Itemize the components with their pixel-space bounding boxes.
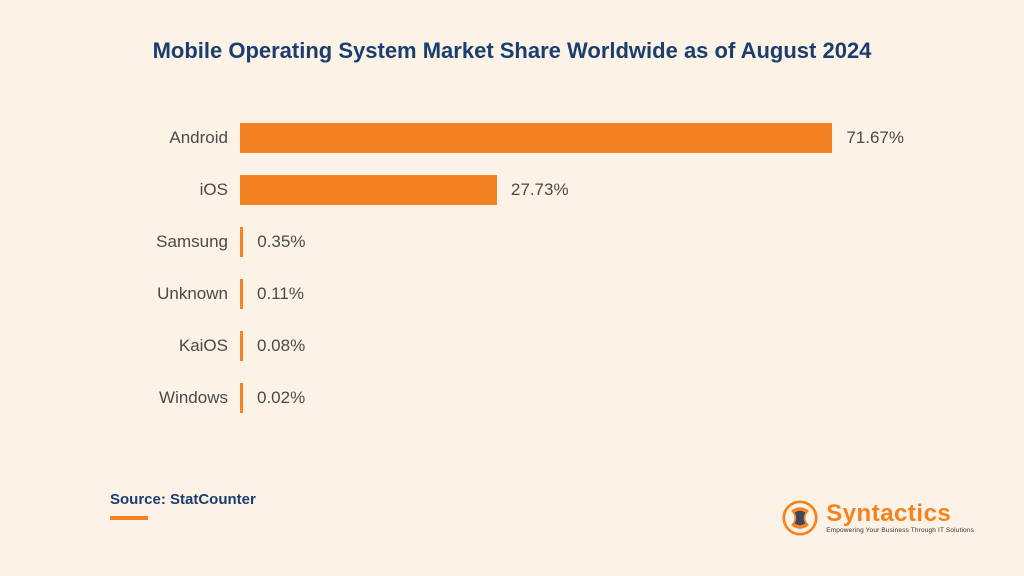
- category-label: iOS: [120, 180, 240, 200]
- brand-name: Syntactics: [826, 502, 974, 526]
- source-underline: [110, 516, 148, 520]
- value-label: 0.02%: [243, 388, 305, 408]
- chart-canvas: Mobile Operating System Market Share Wor…: [0, 0, 1024, 576]
- bar: [240, 123, 832, 153]
- bar-track: 27.73%: [240, 164, 904, 216]
- bar-track: 0.02%: [240, 372, 904, 424]
- category-label: Samsung: [120, 232, 240, 252]
- bar-row: Android 71.67%: [120, 112, 904, 164]
- bar-chart: Android71.67%iOS27.73%Samsung0.35%Unknow…: [120, 112, 904, 424]
- category-label: Windows: [120, 388, 240, 408]
- category-label: Android: [120, 128, 240, 148]
- bar: [240, 175, 497, 205]
- source-label: Source: StatCounter: [110, 491, 256, 508]
- value-label: 0.11%: [243, 284, 304, 304]
- value-label: 0.08%: [243, 336, 305, 356]
- brand-logo: Syntactics Empowering Your Business Thro…: [782, 500, 974, 536]
- bar-row: Samsung0.35%: [120, 216, 904, 268]
- category-label: KaiOS: [120, 336, 240, 356]
- bar-row: iOS 27.73%: [120, 164, 904, 216]
- bar-row: Unknown0.11%: [120, 268, 904, 320]
- bar-track: 0.08%: [240, 320, 904, 372]
- brand-tagline: Empowering Your Business Through IT Solu…: [826, 528, 974, 535]
- source-block: Source: StatCounter: [110, 491, 256, 520]
- bar-track: 0.35%: [240, 216, 904, 268]
- bar-row: KaiOS0.08%: [120, 320, 904, 372]
- value-label: 0.35%: [243, 232, 305, 252]
- brand-mark-icon: [782, 500, 818, 536]
- bar-row: Windows0.02%: [120, 372, 904, 424]
- category-label: Unknown: [120, 284, 240, 304]
- value-label: 71.67%: [832, 128, 904, 148]
- brand-text: Syntactics Empowering Your Business Thro…: [826, 502, 974, 535]
- value-label: 27.73%: [497, 180, 569, 200]
- bar-track: 0.11%: [240, 268, 904, 320]
- chart-title: Mobile Operating System Market Share Wor…: [60, 38, 964, 64]
- bar-track: 71.67%: [240, 112, 904, 164]
